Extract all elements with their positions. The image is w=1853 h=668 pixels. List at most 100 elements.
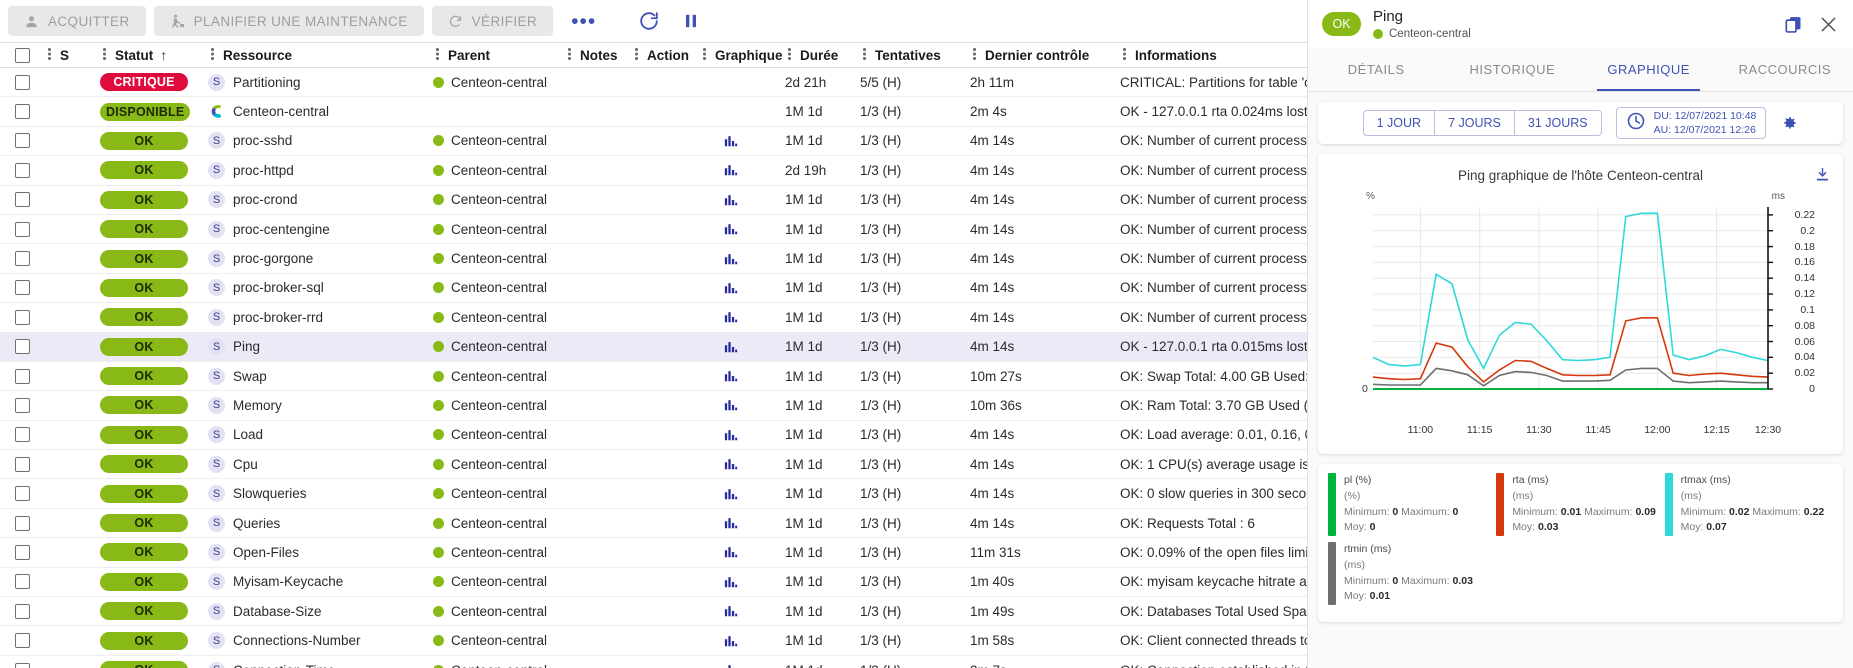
range-button-0[interactable]: 1 JOUR [1362,110,1435,136]
parent-cell[interactable]: Centeon-central [433,568,565,596]
gear-icon[interactable] [1780,114,1798,132]
header-parent[interactable]: Parent [433,43,565,67]
parent-cell[interactable]: Centeon-central [433,656,565,668]
row-select-cell[interactable] [0,626,45,654]
range-button-1[interactable]: 7 JOURS [1434,110,1514,136]
row-checkbox[interactable] [15,133,30,149]
graph-bars-icon[interactable] [724,634,738,648]
graph-bars-icon[interactable] [724,428,738,442]
graph-bars-icon[interactable] [724,134,738,148]
graphique-cell[interactable] [700,391,785,419]
graphique-cell[interactable] [700,156,785,184]
graph-bars-icon[interactable] [724,575,738,589]
pause-icon[interactable] [674,4,708,38]
row-select-cell[interactable] [0,97,45,125]
ressource-cell[interactable]: S Cpu [208,450,433,478]
row-checkbox[interactable] [15,192,30,208]
row-select-cell[interactable] [0,244,45,272]
ressource-cell[interactable]: S Swap [208,362,433,390]
row-checkbox[interactable] [15,339,30,355]
parent-cell[interactable]: Centeon-central [433,186,565,214]
download-icon[interactable] [1814,166,1831,188]
graphique-cell[interactable] [700,656,785,668]
legend-item[interactable]: rtmax (ms) (ms) Minimum: 0.02 Maximum: 0.2… [1664,473,1833,536]
graph-bars-icon[interactable] [724,487,738,501]
row-select-cell[interactable] [0,186,45,214]
graph-bars-icon[interactable] [724,398,738,412]
table-row[interactable]: OK S Myisam-Keycache Centeon-central 1M 1d 1/… [0,567,1307,598]
graphique-cell[interactable] [700,597,785,625]
graph-bars-icon[interactable] [724,516,738,530]
graphique-cell[interactable] [700,68,785,96]
parent-cell[interactable]: Centeon-central [433,479,565,507]
tab-graphique[interactable]: GRAPHIQUE [1581,48,1717,91]
graphique-cell[interactable] [700,479,785,507]
table-row[interactable]: OK S Database-Size Centeon-central 1M 1d 1/3 … [0,597,1307,627]
row-checkbox[interactable] [15,397,30,413]
parent-cell[interactable] [433,97,565,125]
parent-cell[interactable]: Centeon-central [433,391,565,419]
table-row[interactable]: OK S Cpu Centeon-central 1M 1d 1/3 (H) 4m 14s O… [0,450,1307,480]
column-grip-icon[interactable] [100,48,110,62]
date-range-picker[interactable]: DU: 12/07/2021 10:48 AU: 12/07/2021 12:2… [1615,107,1767,139]
table-row[interactable]: OK S Open-Files Centeon-central 1M 1d 1/3 (H)… [0,538,1307,568]
row-select-cell[interactable] [0,68,45,96]
ressource-cell[interactable]: S Load [208,421,433,449]
parent-cell[interactable]: Centeon-central [433,127,565,155]
parent-cell[interactable]: Centeon-central [433,362,565,390]
header-dernier-controle[interactable]: Dernier contrôle [970,43,1120,67]
table-row[interactable]: DISPONIBLE Centeon-central 1M 1d 1/3 (H) 2m … [0,97,1307,127]
copy-icon[interactable] [1783,14,1804,35]
close-icon[interactable] [1818,14,1839,35]
row-checkbox[interactable] [15,74,30,90]
row-checkbox[interactable] [15,251,30,267]
header-notes[interactable]: Notes [565,43,632,67]
graphique-cell[interactable] [700,568,785,596]
row-checkbox[interactable] [15,633,30,649]
ressource-cell[interactable]: S Database-Size [208,597,433,625]
graphique-cell[interactable] [700,244,785,272]
graph-bars-icon[interactable] [724,545,738,559]
parent-cell[interactable]: Centeon-central [433,538,565,566]
tab-historique[interactable]: HISTORIQUE [1469,62,1556,77]
ressource-cell[interactable]: S Slowqueries [208,479,433,507]
legend-item[interactable]: rtmin (ms) (ms) Minimum: 0 Maximum: 0.03 Mo… [1328,542,1496,605]
graphique-cell[interactable] [700,333,785,361]
parent-cell[interactable]: Centeon-central [433,303,565,331]
header-action[interactable]: Action [632,43,700,67]
table-row[interactable]: OK S Connection-Time Centeon-central 1M 1d1/… [0,655,1307,668]
row-checkbox[interactable] [15,104,30,120]
graphique-cell[interactable] [700,421,785,449]
graphique-cell[interactable] [700,127,785,155]
row-select-cell[interactable] [0,421,45,449]
row-checkbox[interactable] [15,368,30,384]
graphique-cell[interactable] [700,215,785,243]
column-grip-icon[interactable] [632,48,642,62]
table-row[interactable]: OK S Load Centeon-central 1M 1d 1/3 (H) 4m 14s… [0,420,1307,451]
column-grip-icon[interactable] [1120,48,1130,62]
ressource-cell[interactable]: S Myisam-Keycache [208,568,433,596]
graph-bars-icon[interactable] [724,663,738,668]
graph-bars-icon[interactable] [724,340,738,354]
graphique-cell[interactable] [700,303,785,331]
row-checkbox[interactable] [15,456,30,472]
graphique-cell[interactable] [700,186,785,214]
graph-bars-icon[interactable] [724,369,738,383]
row-checkbox[interactable] [15,221,30,237]
row-checkbox[interactable] [15,515,30,531]
legend-item[interactable]: rta (ms) (ms) Minimum: 0.01 Maximum: 0.09 M… [1496,473,1664,536]
verifier-button[interactable]: VÉRIFIER [431,6,554,36]
ressource-cell[interactable]: S Connections-Number [208,626,433,654]
table-row[interactable]: OK S Connections-Number Centeon-central 1M 1… [0,626,1307,656]
graphique-cell[interactable] [700,509,785,537]
ressource-cell[interactable]: S Memory [208,391,433,419]
column-grip-icon[interactable] [785,48,795,62]
table-row[interactable]: CRITIQUE S Partitioning Centeon-central 2d 2… [0,68,1307,98]
tab-dtails[interactable]: DÉTAILS [1347,62,1405,77]
more-actions-button[interactable]: ••• [571,9,597,33]
